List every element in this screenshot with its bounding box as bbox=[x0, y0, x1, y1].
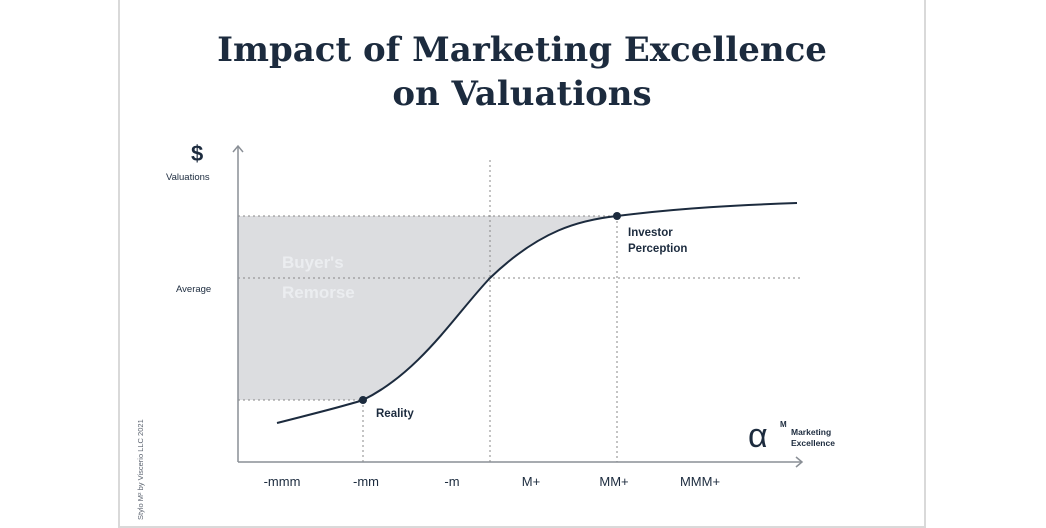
x-axis-superscript: M bbox=[780, 420, 787, 429]
y-axis-label: Valuations bbox=[166, 172, 210, 183]
x-tick-label: M+ bbox=[522, 474, 540, 489]
buyers-remorse-region bbox=[238, 216, 617, 400]
x-axis-label-line2: Excellence bbox=[791, 438, 835, 448]
valuation-curve bbox=[276, 202, 798, 424]
x-axis-symbol: α bbox=[748, 417, 768, 455]
buyers-remorse-label-line1: Buyer's bbox=[282, 253, 344, 272]
point-label-investor-line1: Investor bbox=[628, 227, 673, 239]
x-axis-arrow bbox=[795, 456, 804, 468]
copyright-note: Stylo M² by Viscerio LLC 2021 bbox=[136, 419, 145, 520]
x-tick-label: -mm bbox=[353, 474, 379, 489]
x-tick-label: MMM+ bbox=[680, 474, 720, 489]
x-tick-label: MM+ bbox=[599, 474, 628, 489]
chart-title-line2: on Valuations bbox=[392, 74, 652, 114]
point-investor-perception bbox=[613, 212, 621, 220]
x-tick-label: -m bbox=[444, 474, 459, 489]
x-axis-label-line1: Marketing bbox=[791, 427, 831, 437]
point-label-reality: Reality bbox=[376, 408, 414, 420]
x-tick-label: -mmm bbox=[264, 474, 301, 489]
point-reality bbox=[359, 396, 367, 404]
y-axis-arrow bbox=[232, 144, 244, 153]
point-label-investor-line2: Perception bbox=[628, 243, 687, 255]
buyers-remorse-label-line2: Remorse bbox=[282, 283, 355, 302]
y-axis-symbol: $ bbox=[191, 141, 203, 166]
chart-title-line1: Impact of Marketing Excellence bbox=[217, 30, 827, 70]
y-axis-tick-average: Average bbox=[176, 284, 211, 295]
